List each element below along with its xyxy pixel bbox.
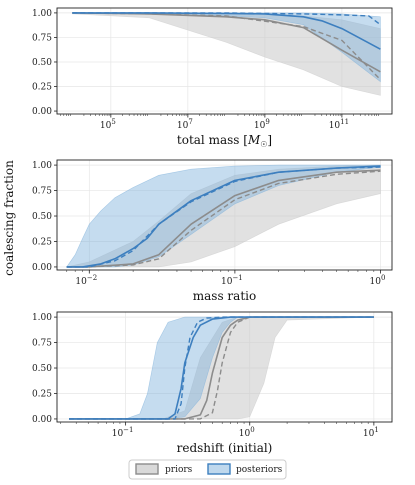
plot-frame <box>56 311 393 423</box>
posteriors-median-line <box>69 316 374 420</box>
x-tick-label: 100 <box>370 274 386 287</box>
y-tick-label: 0.75 <box>32 187 52 197</box>
legend-priors-swatch <box>135 463 159 475</box>
y-tick-label: 1.00 <box>32 9 52 19</box>
y-tick-label: 0.25 <box>32 389 52 399</box>
y-tick-label: 0.00 <box>32 415 52 425</box>
chart-panel-2: 0.00 0.25 0.50 0.75 1.00 10−2 10−1 100 mass rati… <box>32 159 393 303</box>
legend-posteriors-swatch <box>207 463 231 475</box>
priors-dashed-line <box>72 12 381 81</box>
x-tick-label: 105 <box>100 118 116 131</box>
x-tick-label: 101 <box>363 426 379 439</box>
y-tick-label: 1.00 <box>32 161 52 171</box>
posteriors-dashed-line <box>69 316 374 420</box>
x-tick-label: 109 <box>254 118 270 131</box>
x-tick-label: 107 <box>177 118 193 131</box>
legend-priors-label: priors <box>165 465 193 475</box>
y-tick-label: 0.75 <box>32 33 52 43</box>
y-tick-label: 0.00 <box>32 107 52 117</box>
y-tick-label: 1.00 <box>32 313 52 323</box>
legend-posteriors-label: posteriors <box>236 465 283 475</box>
plot-frame <box>56 159 393 271</box>
priors-median-line <box>69 316 374 420</box>
y-tick-label: 0.75 <box>32 339 52 349</box>
x-axis-label: redshift (initial) <box>177 441 273 455</box>
y-tick-label: 0.25 <box>32 237 52 247</box>
chart-panel-3: 0.00 0.25 0.50 0.75 1.00 10−1 100 101 redshift (… <box>32 311 393 455</box>
x-tick-label: 10−1 <box>221 274 243 287</box>
chart-panels: 0.00 0.25 0.50 0.75 1.00 105 107 109 1011 total m… <box>32 7 393 455</box>
priors-median-line <box>72 12 381 73</box>
y-tick-label: 0.00 <box>32 263 52 273</box>
x-tick-label: 10−1 <box>112 426 134 439</box>
posteriors-dashed-line <box>66 166 381 268</box>
priors-dashed-line <box>66 170 381 268</box>
x-tick-label: 1011 <box>329 118 349 131</box>
y-tick-label: 0.50 <box>32 58 52 68</box>
priors-band <box>66 164 381 268</box>
priors-dashed-line <box>69 316 374 420</box>
legend: priors posteriors <box>128 459 287 480</box>
y-tick-label: 0.25 <box>32 83 52 93</box>
x-tick-label: 100 <box>239 426 255 439</box>
shared-y-axis-label: coalescing fraction <box>2 160 16 276</box>
y-tick-label: 0.50 <box>32 212 52 222</box>
x-axis-label: mass ratio <box>193 289 256 303</box>
y-tick-label: 0.50 <box>32 364 52 374</box>
chart-panel-1: 0.00 0.25 0.50 0.75 1.00 105 107 109 1011 total m… <box>32 7 393 149</box>
x-axis-label: total mass [M☉] <box>177 133 272 149</box>
posteriors-dashed-line <box>72 12 381 26</box>
priors-median-line <box>66 169 381 268</box>
x-tick-label: 10−2 <box>75 274 97 287</box>
